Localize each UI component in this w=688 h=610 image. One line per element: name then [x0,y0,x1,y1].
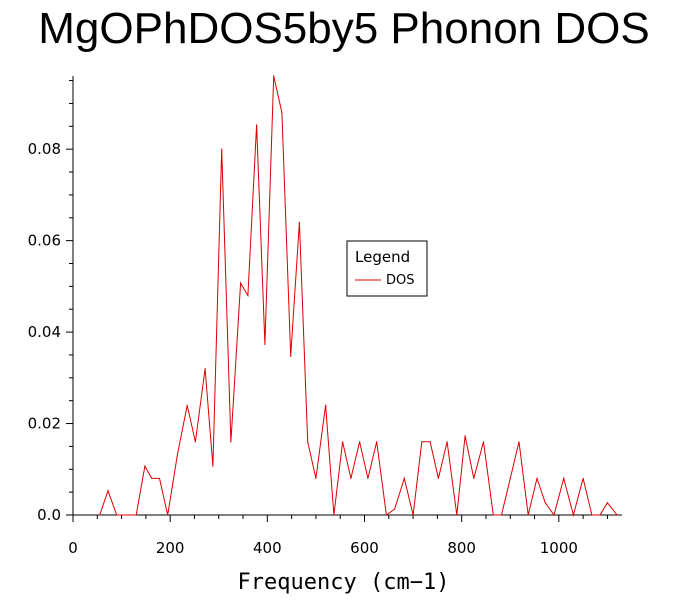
data-point [437,477,439,480]
data-point [264,343,266,346]
data-point [194,441,197,443]
data-point [107,490,109,492]
data-point [385,514,387,516]
data-point [429,441,431,443]
legend: Legend DOS [346,240,428,297]
data-point [606,502,609,504]
data-point [212,465,214,467]
legend-box [346,240,428,297]
data-marks [99,75,618,517]
data-point [176,453,179,455]
data-point [240,282,242,284]
x-tick-label: 0 [68,539,78,557]
y-tick-label: 0.08 [28,140,61,158]
data-point [563,477,565,480]
data-point [527,514,529,516]
x-tick-label: 800 [447,539,476,557]
data-point [492,514,494,516]
data-point [99,514,101,516]
data-point [128,514,130,516]
data-point [204,368,206,370]
data-point [599,514,601,516]
data-point [186,404,188,406]
data-point [342,441,344,443]
data-point [616,514,618,516]
y-tick-label: 0.04 [28,323,61,341]
x-tick-label: 600 [350,539,379,557]
data-point [464,435,466,437]
data-point [446,441,448,443]
x-tick-label: 400 [253,539,282,557]
data-point [290,355,292,357]
x-axis-title: Frequency (cm−1) [238,570,450,595]
data-point [151,477,153,480]
data-point [325,404,327,406]
data-point [273,75,275,77]
legend-title: Legend [355,248,410,266]
x-tick-label: 1000 [540,539,578,557]
data-point [230,441,232,443]
data-point [376,441,378,443]
axes: 0 200 400 600 800 1000 0.0 0.02 0.04 0.06 0.08 [28,76,622,557]
data-point [591,514,593,516]
data-point [553,514,555,516]
data-point [247,294,249,297]
data-point [473,477,475,480]
data-point [367,477,369,480]
data-point [482,441,485,443]
y-tick-label: 0.06 [28,232,61,250]
y-tick-label: 0.0 [37,506,61,524]
data-point [256,124,258,126]
data-point [518,441,520,443]
data-point [412,514,414,516]
data-point [544,502,546,504]
data-point [158,477,161,480]
data-point [144,465,146,467]
data-point [500,514,503,516]
data-point [359,441,361,443]
data-point [350,477,352,480]
data-point [536,477,538,480]
data-point [221,148,223,150]
data-point [582,477,584,480]
data-point [456,514,458,516]
data-point [394,508,396,510]
legend-label-dos: DOS [386,273,415,288]
data-point [281,111,283,114]
data-point [509,477,511,480]
data-point [298,221,301,223]
data-point [135,514,137,516]
data-point [116,514,118,516]
data-point [167,514,169,516]
data-point [307,441,309,443]
y-tick-label: 0.02 [28,415,61,433]
data-point [333,514,335,516]
data-point [403,477,405,480]
series-line-dos [99,75,618,517]
data-point [421,441,423,443]
data-point [572,514,575,516]
x-tick-label: 200 [156,539,185,557]
chart-title: MgOPhDOS5by5 Phonon DOS [38,4,650,53]
data-point [315,477,317,480]
